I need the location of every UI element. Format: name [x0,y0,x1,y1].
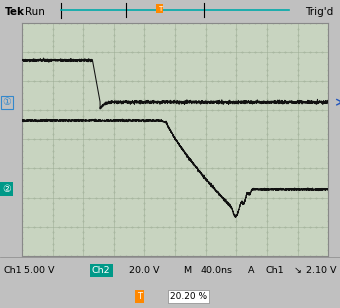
Text: 20.0 V: 20.0 V [129,266,160,275]
Text: M: M [184,266,192,275]
Text: ↘: ↘ [294,266,302,275]
Text: Ch2: Ch2 [92,266,111,275]
Text: T: T [158,6,162,12]
Text: T: T [137,292,142,301]
Text: 40.0ns: 40.0ns [201,266,233,275]
Text: 2.10 V: 2.10 V [306,266,337,275]
Text: A: A [248,266,255,275]
Text: 5.00 V: 5.00 V [24,266,54,275]
Text: ②: ② [2,184,11,194]
Text: Trig'd: Trig'd [305,6,333,17]
Text: Ch1: Ch1 [3,266,22,275]
Text: ◄: ◄ [339,98,340,107]
Text: ①: ① [2,97,11,107]
Text: Tek: Tek [5,6,25,17]
Text: Run: Run [26,6,45,17]
Text: 20.20 %: 20.20 % [170,292,207,301]
Text: Ch1: Ch1 [265,266,284,275]
